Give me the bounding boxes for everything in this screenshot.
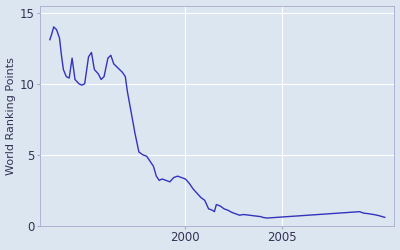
Y-axis label: World Ranking Points: World Ranking Points	[6, 57, 16, 175]
